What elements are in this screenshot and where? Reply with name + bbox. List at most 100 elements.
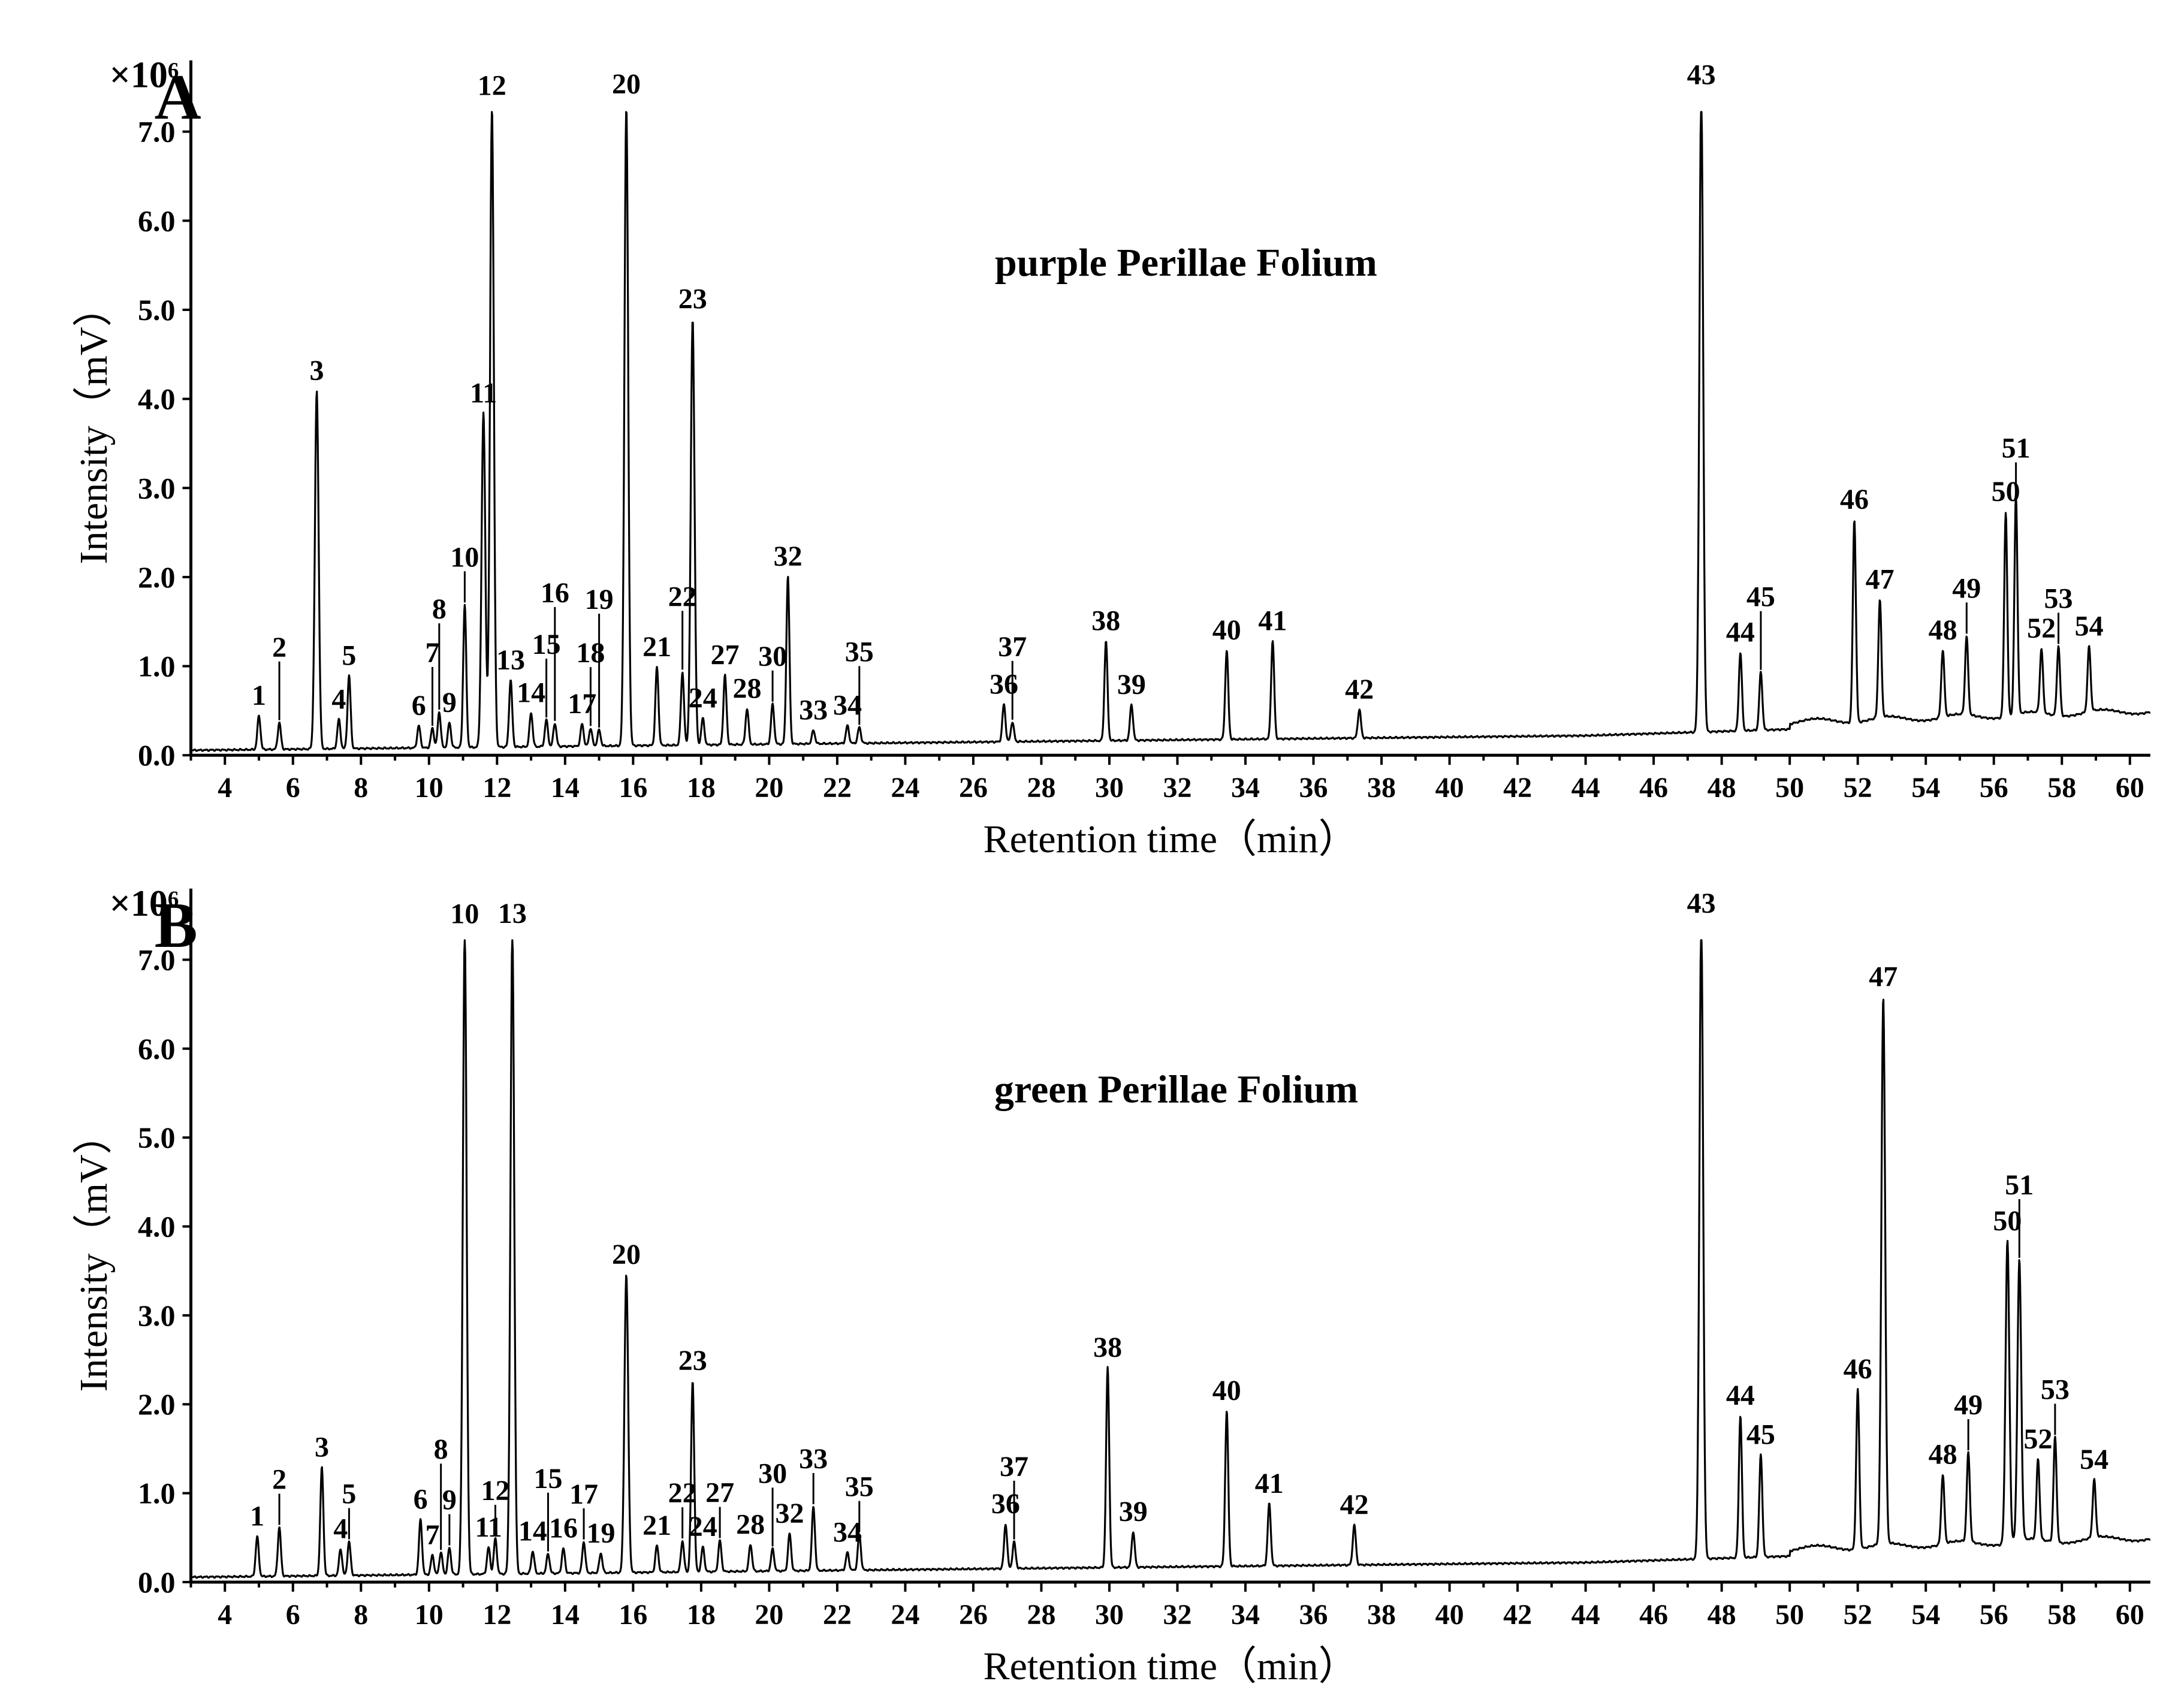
peak-label: 34 <box>833 690 862 722</box>
x-tick-label: 6 <box>286 772 300 804</box>
peak-label: 15 <box>533 1463 562 1495</box>
peak-label: 4 <box>331 683 346 715</box>
peak-label: 14 <box>518 1516 547 1547</box>
peak-label: 48 <box>1929 1438 1957 1470</box>
x-tick-label: 8 <box>354 1599 368 1631</box>
peak-label: 9 <box>442 1484 457 1516</box>
x-tick-label: 20 <box>755 1599 783 1631</box>
y-tick-label: 7.0 <box>138 943 176 976</box>
peak-label: 19 <box>585 584 614 615</box>
peak-label: 15 <box>532 629 561 660</box>
x-tick-label: 40 <box>1435 772 1464 804</box>
peak-label: 54 <box>2075 611 2104 642</box>
x-tick-label: 16 <box>619 772 647 804</box>
peak-label: 41 <box>1258 605 1287 636</box>
x-tick-label: 44 <box>1571 1599 1600 1631</box>
y-tick-label: 7.0 <box>138 115 176 149</box>
y-tick-label: 2.0 <box>138 1387 176 1421</box>
x-tick-label: 34 <box>1231 1599 1260 1631</box>
x-tick-label: 46 <box>1639 1599 1668 1631</box>
peak-label: 38 <box>1093 1332 1122 1363</box>
peak-label: 53 <box>2041 1374 2070 1405</box>
chart-title: green Perillae Folium <box>994 1068 1358 1112</box>
x-tick-label: 44 <box>1571 772 1600 804</box>
peak-label: 39 <box>1117 669 1146 701</box>
peak-label: 22 <box>668 581 697 612</box>
x-tick-label: 4 <box>218 1599 232 1631</box>
x-tick-label: 38 <box>1367 772 1396 804</box>
y-tick-label: 5.0 <box>138 1121 176 1154</box>
peak-label: 36 <box>990 668 1018 700</box>
x-axis-title: Retention time（min） <box>984 817 1358 861</box>
peak-label: 11 <box>470 377 497 409</box>
x-axis-title: Retention time（min） <box>984 1644 1358 1688</box>
y-tick-label: 1.0 <box>138 650 176 683</box>
peak-label: 42 <box>1340 1489 1369 1521</box>
panel-letter: A <box>155 62 201 133</box>
peak-label: 51 <box>2005 1169 2034 1201</box>
x-tick-label: 38 <box>1367 1599 1396 1631</box>
peak-label: 7 <box>425 1519 439 1551</box>
peak-label: 53 <box>2044 583 2073 614</box>
peak-label: 49 <box>1952 572 1981 604</box>
chart-title: purple Perillae Folium <box>995 241 1377 285</box>
peak-label: 34 <box>833 1517 862 1549</box>
peak-label: 46 <box>1844 1353 1872 1385</box>
peak-label: 37 <box>1000 1451 1028 1483</box>
peak-label: 3 <box>310 355 324 387</box>
x-tick-label: 24 <box>891 772 919 804</box>
x-tick-label: 20 <box>755 772 783 804</box>
x-tick-label: 26 <box>959 772 988 804</box>
peak-label: 17 <box>568 688 596 720</box>
x-tick-label: 30 <box>1095 772 1124 804</box>
peak-label: 20 <box>612 1239 641 1270</box>
y-tick-label: 5.0 <box>138 293 176 327</box>
peak-label: 45 <box>1746 1419 1775 1451</box>
peak-label: 32 <box>775 1498 804 1529</box>
x-tick-label: 18 <box>687 1599 716 1631</box>
x-tick-label: 42 <box>1503 1599 1532 1631</box>
x-tick-label: 32 <box>1163 772 1191 804</box>
y-multiplier-label: ×10⁶ <box>110 55 179 96</box>
x-tick-label: 18 <box>687 772 716 804</box>
y-tick-label: 2.0 <box>138 560 176 594</box>
x-tick-label: 28 <box>1027 1599 1055 1631</box>
peak-label: 27 <box>705 1477 734 1508</box>
peak-label: 33 <box>799 695 828 726</box>
peak-label: 38 <box>1091 605 1120 636</box>
peak-label: 5 <box>342 1478 356 1510</box>
peak-label: 36 <box>991 1488 1020 1520</box>
y-tick-label: 3.0 <box>138 471 176 505</box>
peak-label: 49 <box>1954 1389 1983 1421</box>
x-tick-label: 14 <box>551 1599 580 1631</box>
x-tick-label: 52 <box>1844 1599 1872 1631</box>
x-tick-label: 52 <box>1844 772 1872 804</box>
peak-label: 28 <box>736 1508 765 1540</box>
peak-label: 17 <box>569 1478 598 1510</box>
peak-label: 10 <box>450 541 479 573</box>
peak-label: 44 <box>1726 617 1755 648</box>
peak-label: 4 <box>333 1513 348 1545</box>
x-tick-label: 48 <box>1708 1599 1736 1631</box>
peak-label: 9 <box>442 687 457 719</box>
x-tick-label: 22 <box>823 1599 852 1631</box>
peak-label: 52 <box>2027 612 2056 644</box>
x-tick-label: 12 <box>482 1599 511 1631</box>
x-tick-label: 48 <box>1708 772 1736 804</box>
peak-label: 50 <box>1993 1205 2022 1237</box>
x-tick-label: 56 <box>1980 1599 2008 1631</box>
x-tick-label: 28 <box>1027 772 1055 804</box>
y-axis-title: Intensity（mV） <box>72 287 116 564</box>
peak-label: 13 <box>498 898 527 930</box>
y-tick-label: 6.0 <box>138 204 176 237</box>
peak-label: 24 <box>689 1511 717 1543</box>
peak-label: 40 <box>1212 1375 1241 1407</box>
peak-label: 21 <box>642 631 671 663</box>
peak-label: 23 <box>678 1345 707 1377</box>
peak-label: 40 <box>1212 614 1241 646</box>
x-tick-label: 60 <box>2116 772 2144 804</box>
x-tick-label: 30 <box>1095 1599 1124 1631</box>
x-tick-label: 32 <box>1163 1599 1191 1631</box>
